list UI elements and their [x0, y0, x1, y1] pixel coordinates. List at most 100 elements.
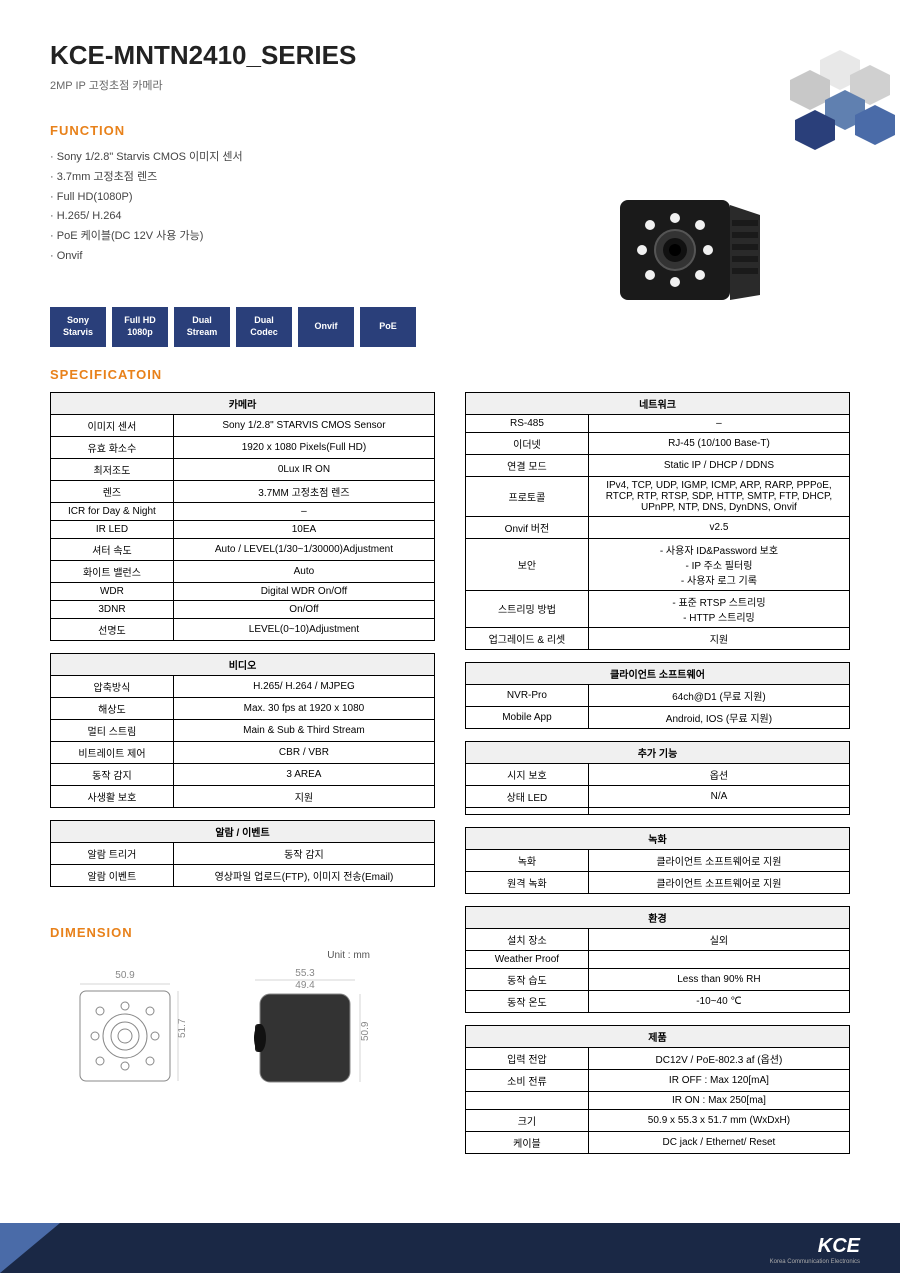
table-row: 연결 모드Static IP / DHCP / DDNS [466, 454, 850, 476]
dim-front-w: 50.9 [115, 970, 135, 981]
spec-key: WDR [51, 582, 174, 600]
dimension-drawings: 50.9 51.7 [50, 966, 435, 1116]
spec-key: 동작 감지 [51, 763, 174, 785]
spec-value: DC12V / PoE-802.3 af (옵션) [588, 1047, 849, 1069]
spec-key: 유효 화소수 [51, 436, 174, 458]
table-row: 동작 감지3 AREA [51, 763, 435, 785]
table-row: 선명도LEVEL(0~10)Adjustment [51, 618, 435, 640]
table-row: RS-485– [466, 414, 850, 432]
svg-text:51.7: 51.7 [177, 1018, 188, 1038]
feature-badge: Onvif [298, 307, 354, 347]
table-row: 스트리밍 방법- 표준 RTSP 스트리밍 - HTTP 스트리밍 [466, 590, 850, 627]
spec-key: 동작 온도 [466, 990, 589, 1012]
spec-key: IR LED [51, 520, 174, 538]
spec-value: 클라이언트 소프트웨어로 지원 [588, 871, 849, 893]
spec-table: 추가 기능시지 보호옵션상태 LEDN/A [465, 741, 850, 815]
spec-key: Mobile App [466, 706, 589, 728]
spec-value: Android, IOS (무료 지원) [588, 706, 849, 728]
table-row: Onvif 버전v2.5 [466, 516, 850, 538]
spec-key: 케이블 [466, 1131, 589, 1153]
svg-text:55.3: 55.3 [295, 968, 315, 979]
table-row: 업그레이드 & 리셋지원 [466, 627, 850, 649]
spec-key: 이더넷 [466, 432, 589, 454]
spec-value: - 표준 RTSP 스트리밍 - HTTP 스트리밍 [588, 590, 849, 627]
table-row: NVR-Pro64ch@D1 (무료 지원) [466, 684, 850, 706]
table-row: 최저조도0Lux IR ON [51, 458, 435, 480]
spec-key: 셔터 속도 [51, 538, 174, 560]
feature-badge: Full HD1080p [112, 307, 168, 347]
feature-badge: SonyStarvis [50, 307, 106, 347]
spec-key: 선명도 [51, 618, 174, 640]
spec-value: – [173, 502, 434, 520]
spec-value: 64ch@D1 (무료 지원) [588, 684, 849, 706]
table-header: 네트워크 [466, 392, 850, 414]
spec-value: IR OFF : Max 120[mA] [588, 1069, 849, 1091]
spec-value: Main & Sub & Third Stream [173, 719, 434, 741]
spec-value: Auto [173, 560, 434, 582]
spec-key: 연결 모드 [466, 454, 589, 476]
spec-table: 제품입력 전압DC12V / PoE-802.3 af (옵션)소비 전류IR … [465, 1025, 850, 1154]
table-row: 동작 온도-10~40 ℃ [466, 990, 850, 1012]
table-row: 입력 전압DC12V / PoE-802.3 af (옵션) [466, 1047, 850, 1069]
spec-key: 크기 [466, 1109, 589, 1131]
spec-key: 설치 장소 [466, 928, 589, 950]
spec-value: 50.9 x 55.3 x 51.7 mm (WxDxH) [588, 1109, 849, 1131]
table-header: 클라이언트 소프트웨어 [466, 662, 850, 684]
spec-table: 카메라이미지 센서Sony 1/2.8" STARVIS CMOS Sensor… [50, 392, 435, 641]
table-row: 해상도Max. 30 fps at 1920 x 1080 [51, 697, 435, 719]
table-row: 설치 장소실외 [466, 928, 850, 950]
spec-value: N/A [588, 785, 849, 807]
spec-key: 녹화 [466, 849, 589, 871]
table-row: 비트레이트 제어CBR / VBR [51, 741, 435, 763]
table-row: Mobile AppAndroid, IOS (무료 지원) [466, 706, 850, 728]
table-row: ICR for Day & Night– [51, 502, 435, 520]
spec-table: 클라이언트 소프트웨어NVR-Pro64ch@D1 (무료 지원)Mobile … [465, 662, 850, 729]
spec-key: RS-485 [466, 414, 589, 432]
spec-value: Digital WDR On/Off [173, 582, 434, 600]
spec-value: CBR / VBR [173, 741, 434, 763]
table-row: 압축방식H.265/ H.264 / MJPEG [51, 675, 435, 697]
spec-value [588, 950, 849, 968]
table-row: 시지 보호옵션 [466, 763, 850, 785]
spec-value: Less than 90% RH [588, 968, 849, 990]
spec-key: 이미지 센서 [51, 414, 174, 436]
table-row: 알람 트리거동작 감지 [51, 842, 435, 864]
footer: KCE Korea Communication Electronics [0, 1223, 900, 1273]
feature-badge: DualStream [174, 307, 230, 347]
spec-key: 소비 전류 [466, 1069, 589, 1091]
spec-value: LEVEL(0~10)Adjustment [173, 618, 434, 640]
dimension-unit: Unit : mm [50, 950, 370, 961]
spec-value: RJ-45 (10/100 Base-T) [588, 432, 849, 454]
table-row: 원격 녹화클라이언트 소프트웨어로 지원 [466, 871, 850, 893]
spec-value: On/Off [173, 600, 434, 618]
spec-key: 프로토콜 [466, 476, 589, 516]
spec-value: 옵션 [588, 763, 849, 785]
spec-value: 3 AREA [173, 763, 434, 785]
table-row: 케이블DC jack / Ethernet/ Reset [466, 1131, 850, 1153]
footer-sub: Korea Communication Electronics [770, 1259, 860, 1265]
spec-value: 지원 [588, 627, 849, 649]
spec-value: 동작 감지 [173, 842, 434, 864]
spec-key: 알람 이벤트 [51, 864, 174, 886]
spec-key: 알람 트리거 [51, 842, 174, 864]
footer-logo: KCE [818, 1235, 860, 1258]
spec-value: – [588, 414, 849, 432]
table-row: 프로토콜IPv4, TCP, UDP, IGMP, ICMP, ARP, RAR… [466, 476, 850, 516]
spec-key [466, 1091, 589, 1109]
spec-value: Static IP / DHCP / DDNS [588, 454, 849, 476]
table-row: 3DNROn/Off [51, 600, 435, 618]
spec-key: 시지 보호 [466, 763, 589, 785]
spec-key: 보안 [466, 538, 589, 590]
spec-table: 네트워크RS-485–이더넷RJ-45 (10/100 Base-T)연결 모드… [465, 392, 850, 650]
spec-value: DC jack / Ethernet/ Reset [588, 1131, 849, 1153]
spec-value: Max. 30 fps at 1920 x 1080 [173, 697, 434, 719]
spec-key: NVR-Pro [466, 684, 589, 706]
table-row: 유효 화소수1920 x 1080 Pixels(Full HD) [51, 436, 435, 458]
spec-value: 영상파일 업로드(FTP), 이미지 전송(Email) [173, 864, 434, 886]
spec-value: 1920 x 1080 Pixels(Full HD) [173, 436, 434, 458]
table-header: 비디오 [51, 653, 435, 675]
spec-key: 스트리밍 방법 [466, 590, 589, 627]
spec-value: 10EA [173, 520, 434, 538]
table-header: 녹화 [466, 827, 850, 849]
spec-key: 3DNR [51, 600, 174, 618]
